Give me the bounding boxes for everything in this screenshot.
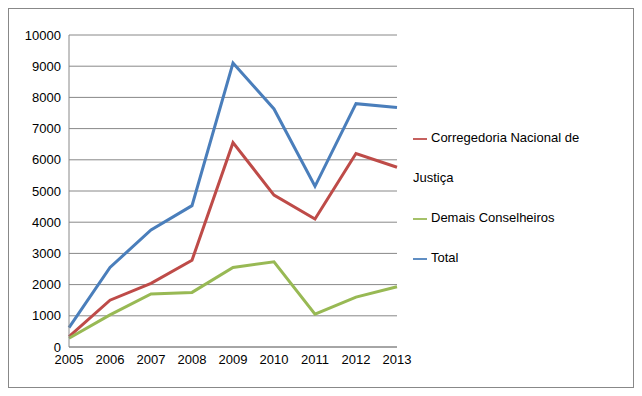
svg-text:7000: 7000 <box>32 121 61 136</box>
svg-text:3000: 3000 <box>32 246 61 261</box>
svg-text:0: 0 <box>54 340 61 355</box>
svg-text:2011: 2011 <box>301 352 329 367</box>
svg-text:2006: 2006 <box>96 352 125 367</box>
svg-text:10000: 10000 <box>25 28 61 43</box>
svg-text:1000: 1000 <box>32 308 61 323</box>
svg-text:8000: 8000 <box>32 90 61 105</box>
svg-text:2012: 2012 <box>342 352 371 367</box>
svg-text:4000: 4000 <box>32 215 61 230</box>
svg-text:9000: 9000 <box>32 59 61 74</box>
svg-text:2007: 2007 <box>137 352 166 367</box>
html-text:Total: Total <box>431 250 459 265</box>
svg-text:6000: 6000 <box>32 152 61 167</box>
svg-text:2010: 2010 <box>260 352 289 367</box>
svg-text:5000: 5000 <box>32 184 61 199</box>
html-text:Corregedoria Nacional de Justi: Corregedoria Nacional de Justiça <box>413 130 580 185</box>
svg-text:2008: 2008 <box>178 352 207 367</box>
svg-text:2005: 2005 <box>54 352 84 368</box>
html-text:Demais Conselheiros: Demais Conselheiros <box>431 210 555 225</box>
svg-text:2013: 2013 <box>383 352 412 367</box>
svg-text:2009: 2009 <box>219 352 248 367</box>
svg-text:2000: 2000 <box>32 277 61 292</box>
